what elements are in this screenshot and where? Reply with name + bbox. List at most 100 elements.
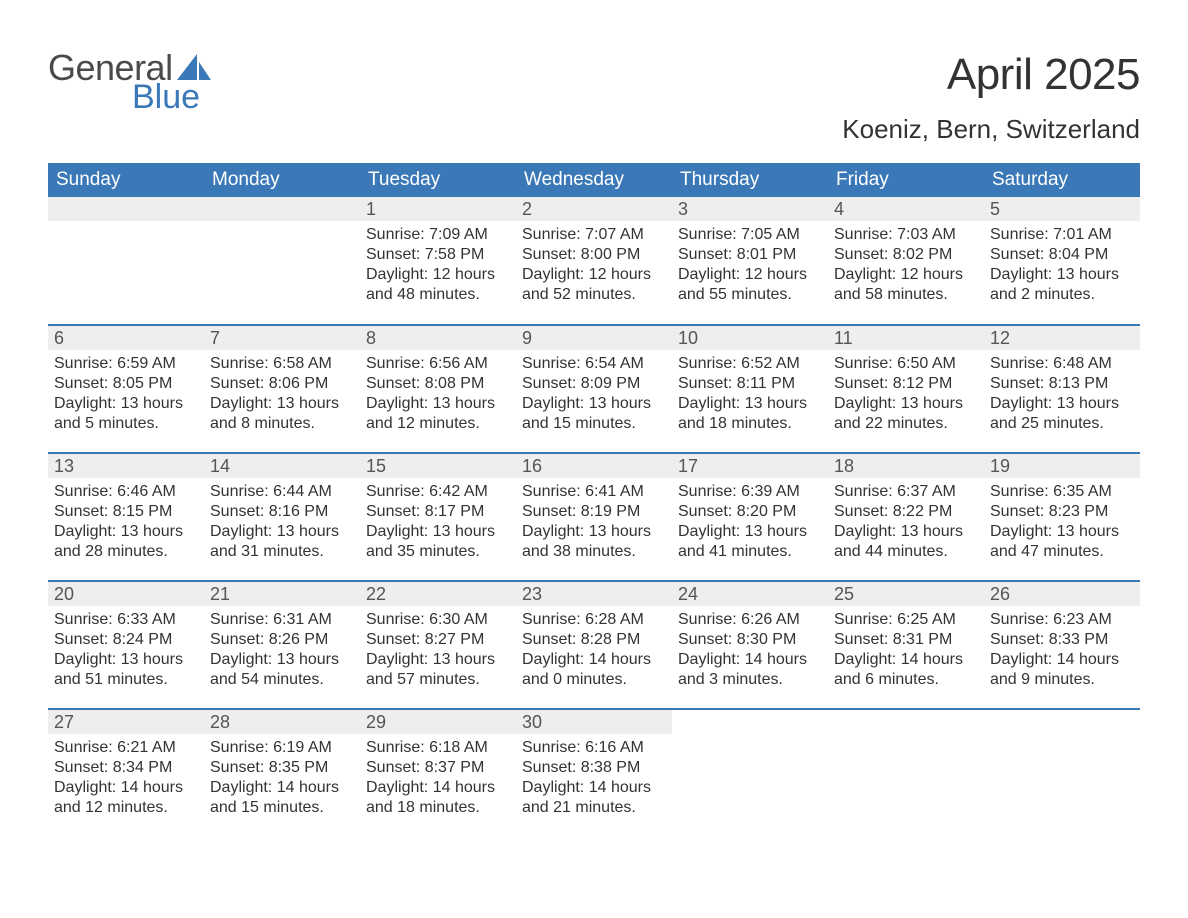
sunrise-text: Sunrise: 6:37 AM — [834, 482, 978, 502]
daylight-text: Daylight: 12 hours and 58 minutes. — [834, 265, 978, 305]
calendar-cell — [828, 709, 984, 837]
day-number: 23 — [516, 582, 672, 606]
day-body: Sunrise: 7:03 AMSunset: 8:02 PMDaylight:… — [828, 221, 984, 311]
calendar-cell: 29Sunrise: 6:18 AMSunset: 8:37 PMDayligh… — [360, 709, 516, 837]
day-number: 1 — [360, 197, 516, 221]
calendar-cell: 1Sunrise: 7:09 AMSunset: 7:58 PMDaylight… — [360, 197, 516, 325]
sunset-text: Sunset: 8:04 PM — [990, 245, 1134, 265]
day-header: Wednesday — [516, 163, 672, 197]
sunrise-text: Sunrise: 6:16 AM — [522, 738, 666, 758]
calendar-cell: 28Sunrise: 6:19 AMSunset: 8:35 PMDayligh… — [204, 709, 360, 837]
sunset-text: Sunset: 8:34 PM — [54, 758, 198, 778]
sunset-text: Sunset: 8:37 PM — [366, 758, 510, 778]
day-number: 12 — [984, 326, 1140, 350]
sunset-text: Sunset: 7:58 PM — [366, 245, 510, 265]
day-body: Sunrise: 6:19 AMSunset: 8:35 PMDaylight:… — [204, 734, 360, 824]
daylight-text: Daylight: 12 hours and 52 minutes. — [522, 265, 666, 305]
sunrise-text: Sunrise: 6:26 AM — [678, 610, 822, 630]
calendar-cell: 8Sunrise: 6:56 AMSunset: 8:08 PMDaylight… — [360, 325, 516, 453]
daylight-text: Daylight: 12 hours and 48 minutes. — [366, 265, 510, 305]
day-body: Sunrise: 6:59 AMSunset: 8:05 PMDaylight:… — [48, 350, 204, 440]
day-number: 18 — [828, 454, 984, 478]
day-number: 3 — [672, 197, 828, 221]
daylight-text: Daylight: 14 hours and 18 minutes. — [366, 778, 510, 818]
sunrise-text: Sunrise: 6:54 AM — [522, 354, 666, 374]
day-number: 27 — [48, 710, 204, 734]
calendar-week: 20Sunrise: 6:33 AMSunset: 8:24 PMDayligh… — [48, 581, 1140, 709]
sunrise-text: Sunrise: 7:07 AM — [522, 225, 666, 245]
sunrise-text: Sunrise: 6:50 AM — [834, 354, 978, 374]
calendar-cell: 11Sunrise: 6:50 AMSunset: 8:12 PMDayligh… — [828, 325, 984, 453]
calendar-cell: 5Sunrise: 7:01 AMSunset: 8:04 PMDaylight… — [984, 197, 1140, 325]
sunset-text: Sunset: 8:01 PM — [678, 245, 822, 265]
calendar-cell: 27 Sunrise: 6:21 AMSunset: 8:34 PMDayligh… — [48, 709, 204, 837]
day-body — [984, 734, 1140, 744]
day-body: Sunrise: 7:01 AMSunset: 8:04 PMDaylight:… — [984, 221, 1140, 311]
day-body: Sunrise: 6:33 AMSunset: 8:24 PMDaylight:… — [48, 606, 204, 696]
daylight-text: Daylight: 13 hours and 54 minutes. — [210, 650, 354, 690]
calendar-cell: 25Sunrise: 6:25 AMSunset: 8:31 PMDayligh… — [828, 581, 984, 709]
day-number: 9 — [516, 326, 672, 350]
sunrise-text: Sunrise: 6:48 AM — [990, 354, 1134, 374]
sunrise-text: Sunrise: 6:19 AM — [210, 738, 354, 758]
sunrise-text: Sunrise: 6:28 AM — [522, 610, 666, 630]
day-body — [672, 734, 828, 744]
daylight-text: Daylight: 13 hours and 57 minutes. — [366, 650, 510, 690]
day-header-row: Sunday Monday Tuesday Wednesday Thursday… — [48, 163, 1140, 197]
day-number: 30 — [516, 710, 672, 734]
sunrise-text: Sunrise: 7:01 AM — [990, 225, 1134, 245]
day-body: Sunrise: 6:16 AMSunset: 8:38 PMDaylight:… — [516, 734, 672, 824]
daylight-text: Daylight: 14 hours and 3 minutes. — [678, 650, 822, 690]
sunrise-text: Sunrise: 6:39 AM — [678, 482, 822, 502]
calendar-cell: 2Sunrise: 7:07 AMSunset: 8:00 PMDaylight… — [516, 197, 672, 325]
sunrise-text: Sunrise: 7:09 AM — [366, 225, 510, 245]
sunset-text: Sunset: 8:12 PM — [834, 374, 978, 394]
calendar-cell: 21Sunrise: 6:31 AMSunset: 8:26 PMDayligh… — [204, 581, 360, 709]
daylight-text: Daylight: 14 hours and 9 minutes. — [990, 650, 1134, 690]
day-header: Saturday — [984, 163, 1140, 197]
sunset-text: Sunset: 8:22 PM — [834, 502, 978, 522]
day-body: Sunrise: 6:54 AMSunset: 8:09 PMDaylight:… — [516, 350, 672, 440]
day-body: Sunrise: 6:56 AMSunset: 8:08 PMDaylight:… — [360, 350, 516, 440]
day-number: 14 — [204, 454, 360, 478]
sunrise-text: Sunrise: 7:03 AM — [834, 225, 978, 245]
calendar-cell: 7Sunrise: 6:58 AMSunset: 8:06 PMDaylight… — [204, 325, 360, 453]
sunrise-text: Sunrise: 6:35 AM — [990, 482, 1134, 502]
day-body: Sunrise: 6:46 AMSunset: 8:15 PMDaylight:… — [48, 478, 204, 568]
calendar-cell: 30Sunrise: 6:16 AMSunset: 8:38 PMDayligh… — [516, 709, 672, 837]
day-body: Sunrise: 7:05 AMSunset: 8:01 PMDaylight:… — [672, 221, 828, 311]
daylight-text: Daylight: 14 hours and 21 minutes. — [522, 778, 666, 818]
daylight-text: Daylight: 14 hours and 12 minutes. — [54, 778, 198, 818]
day-number — [984, 710, 1140, 734]
day-number: 19 — [984, 454, 1140, 478]
sunset-text: Sunset: 8:08 PM — [366, 374, 510, 394]
daylight-text: Daylight: 13 hours and 2 minutes. — [990, 265, 1134, 305]
sunrise-text: Sunrise: 6:52 AM — [678, 354, 822, 374]
day-body: Sunrise: 7:07 AMSunset: 8:00 PMDaylight:… — [516, 221, 672, 311]
daylight-text: Daylight: 13 hours and 35 minutes. — [366, 522, 510, 562]
daylight-text: Daylight: 13 hours and 25 minutes. — [990, 394, 1134, 434]
sunrise-text: Sunrise: 7:05 AM — [678, 225, 822, 245]
day-number: 29 — [360, 710, 516, 734]
sunrise-text: Sunrise: 6:42 AM — [366, 482, 510, 502]
calendar-cell: 15Sunrise: 6:42 AMSunset: 8:17 PMDayligh… — [360, 453, 516, 581]
calendar-cell: 19Sunrise: 6:35 AMSunset: 8:23 PMDayligh… — [984, 453, 1140, 581]
daylight-text: Daylight: 14 hours and 15 minutes. — [210, 778, 354, 818]
sunrise-text: Sunrise: 6:44 AM — [210, 482, 354, 502]
sunrise-text: Sunrise: 6:18 AM — [366, 738, 510, 758]
sunset-text: Sunset: 8:31 PM — [834, 630, 978, 650]
sunrise-text: Sunrise: 6:21 AM — [54, 738, 198, 758]
calendar-cell: 13Sunrise: 6:46 AMSunset: 8:15 PMDayligh… — [48, 453, 204, 581]
day-body: Sunrise: 7:09 AMSunset: 7:58 PMDaylight:… — [360, 221, 516, 311]
daylight-text: Daylight: 14 hours and 6 minutes. — [834, 650, 978, 690]
day-body: Sunrise: 6:28 AMSunset: 8:28 PMDaylight:… — [516, 606, 672, 696]
day-number — [828, 710, 984, 734]
day-body: Sunrise: 6:18 AMSunset: 8:37 PMDaylight:… — [360, 734, 516, 824]
daylight-text: Daylight: 13 hours and 28 minutes. — [54, 522, 198, 562]
day-number — [672, 710, 828, 734]
sunrise-text: Sunrise: 6:23 AM — [990, 610, 1134, 630]
sunrise-text: Sunrise: 6:41 AM — [522, 482, 666, 502]
calendar-cell — [204, 197, 360, 325]
sunrise-text: Sunrise: 6:56 AM — [366, 354, 510, 374]
day-body: Sunrise: 6:58 AMSunset: 8:06 PMDaylight:… — [204, 350, 360, 440]
